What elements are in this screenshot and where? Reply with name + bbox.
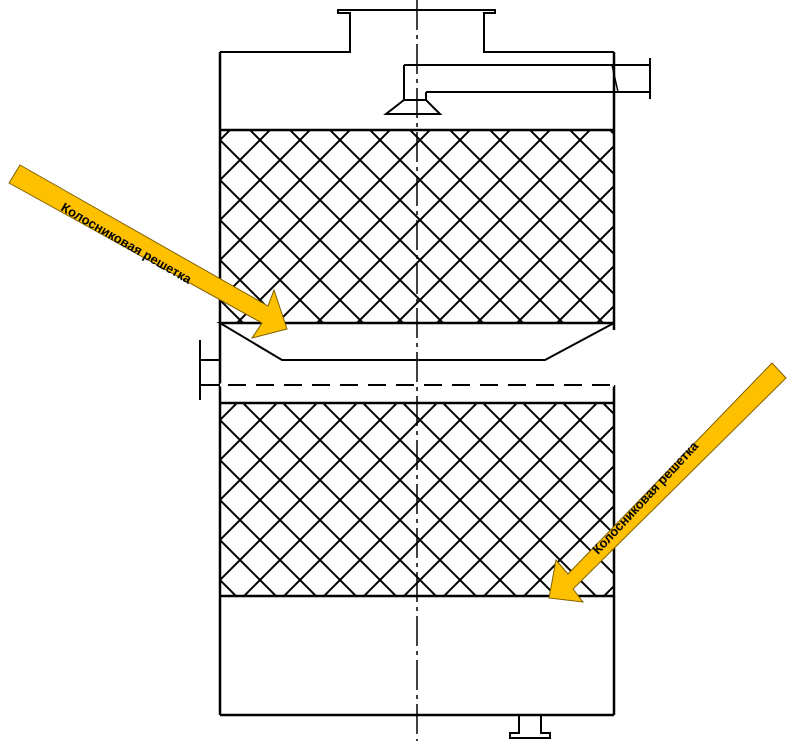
top-inlet-pipe <box>383 58 651 115</box>
annotation-label-1: Колосниковая решетка <box>59 200 195 287</box>
middle-distributor <box>216 322 615 361</box>
arrow-1-shape <box>8 164 288 339</box>
arrow-2-shape <box>548 362 787 603</box>
top-inlet-pipe-break <box>611 64 619 93</box>
bottom-nozzle <box>509 715 551 739</box>
